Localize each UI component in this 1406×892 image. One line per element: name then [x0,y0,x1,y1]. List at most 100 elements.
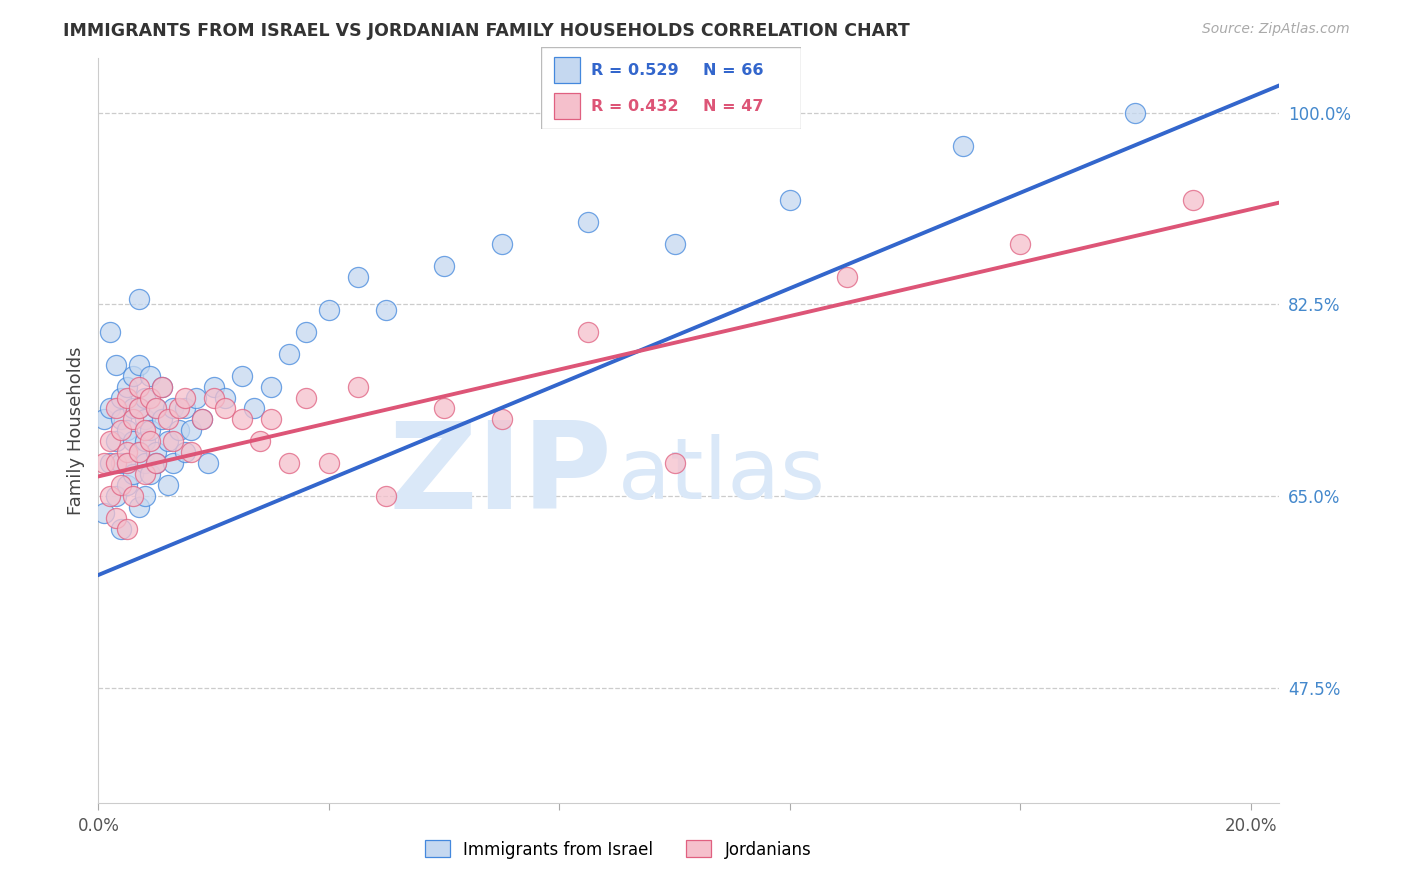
Point [576,325,599,339]
Point [128,445,150,459]
Point [318,456,340,470]
Point [98,401,121,416]
Point [433,259,456,273]
Point [375,489,398,503]
Point [134,456,156,470]
Text: R = 0.432: R = 0.432 [591,99,678,114]
Point [145,401,167,416]
Point [139,434,162,449]
Point [115,391,138,405]
Point [156,478,179,492]
Point [98,456,121,470]
Point [104,358,127,372]
FancyBboxPatch shape [554,94,581,120]
Point [162,434,184,449]
Point [115,456,138,470]
Point [243,401,266,416]
Point [110,424,132,438]
Text: N = 47: N = 47 [703,99,763,114]
Point [202,391,225,405]
Point [122,401,145,416]
Point [249,434,271,449]
Point [128,401,150,416]
Text: R = 0.529: R = 0.529 [591,62,678,78]
Point [186,391,208,405]
Point [173,445,195,459]
Point [115,445,138,459]
Point [128,401,150,416]
Point [375,302,398,317]
Point [346,270,368,285]
Point [231,368,253,383]
Point [104,511,127,525]
Point [122,434,145,449]
Point [98,489,121,503]
Point [167,424,190,438]
Point [145,456,167,470]
Point [231,412,253,426]
Point [145,456,167,470]
Point [104,434,127,449]
Point [93,506,115,520]
Point [134,489,156,503]
Point [1010,237,1032,252]
Point [346,379,368,393]
Point [110,478,132,492]
Point [277,347,299,361]
Point [491,237,513,252]
Point [214,401,236,416]
Text: ZIP: ZIP [388,417,612,533]
Point [134,391,156,405]
Point [128,292,150,306]
Point [318,302,340,317]
Point [104,456,127,470]
Point [1182,194,1205,208]
Point [779,194,801,208]
Point [295,391,318,405]
Point [115,456,138,470]
Point [180,445,202,459]
FancyBboxPatch shape [541,47,801,129]
Point [115,379,138,393]
Point [139,467,162,482]
Point [139,368,162,383]
Point [837,270,859,285]
Point [156,412,179,426]
Point [98,325,121,339]
Point [128,379,150,393]
Point [202,379,225,393]
Point [115,424,138,438]
Point [134,424,156,438]
Y-axis label: Family Households: Family Households [66,346,84,515]
Point [150,379,173,393]
FancyBboxPatch shape [554,57,581,83]
Point [139,424,162,438]
Point [98,434,121,449]
Point [134,467,156,482]
Point [122,368,145,383]
Point [110,522,132,536]
Point [122,489,145,503]
Point [664,237,686,252]
Point [128,358,150,372]
Point [197,456,219,470]
Point [191,412,214,426]
Point [104,489,127,503]
Point [150,412,173,426]
Point [115,522,138,536]
Point [134,412,156,426]
Point [295,325,318,339]
Text: N = 66: N = 66 [703,62,763,78]
Text: Source: ZipAtlas.com: Source: ZipAtlas.com [1202,22,1350,37]
Point [139,391,162,405]
Point [110,391,132,405]
Point [115,478,138,492]
Point [134,434,156,449]
Point [162,401,184,416]
Point [277,456,299,470]
Point [260,379,283,393]
Point [110,412,132,426]
Legend: Immigrants from Israel, Jordanians: Immigrants from Israel, Jordanians [418,834,818,865]
Point [491,412,513,426]
Point [145,445,167,459]
